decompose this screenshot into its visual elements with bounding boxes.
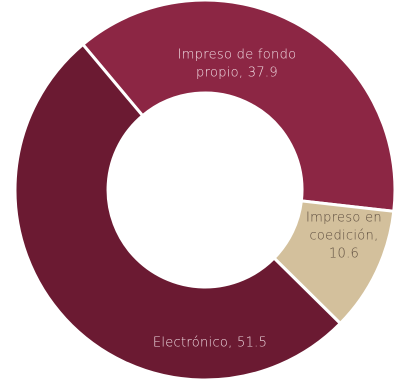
data-label-1-line-1: Impreso de fondo xyxy=(178,48,297,63)
slice-3 xyxy=(13,42,343,379)
data-label-2-line-3: 10.6 xyxy=(329,247,359,262)
slices-layer xyxy=(13,0,395,379)
data-label-2: Impreso en coedición, 10.6 xyxy=(306,211,382,262)
data-label-2-line-1: Impreso en xyxy=(306,211,382,226)
data-label-3-line-1: Electrónico, 51.5 xyxy=(153,336,267,351)
data-label-1: Impreso de fondo propio, 37.9 xyxy=(178,48,297,81)
data-label-3: Electrónico, 51.5 xyxy=(153,336,267,351)
slice-1 xyxy=(80,0,395,213)
labels-layer: Impreso de fondo propio, 37.9 Impreso en co… xyxy=(153,48,382,351)
data-label-2-line-2: coedición, xyxy=(309,229,378,244)
data-label-1-line-2: propio, 37.9 xyxy=(196,66,278,81)
